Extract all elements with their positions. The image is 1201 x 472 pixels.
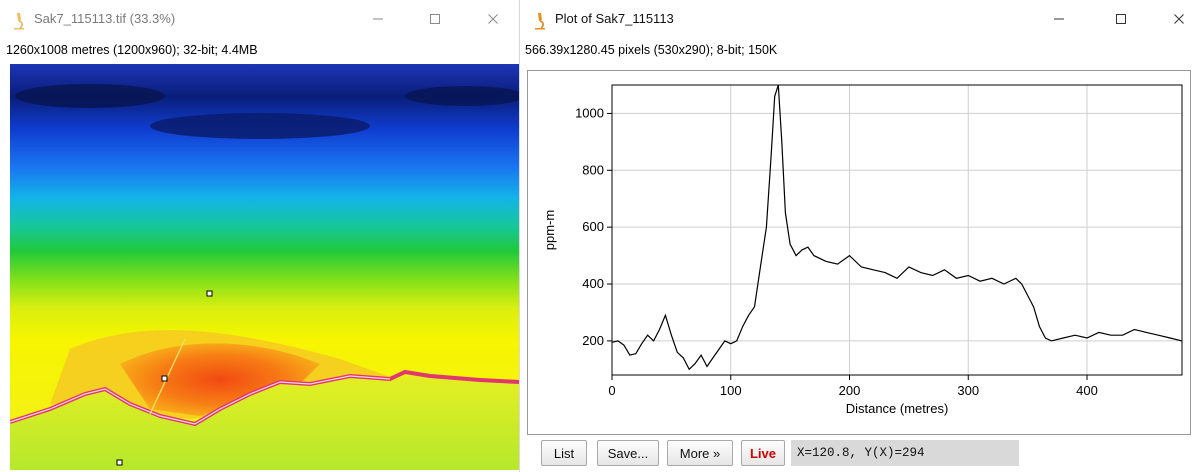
list-button[interactable]: List bbox=[541, 440, 587, 466]
plot-minimize-button[interactable] bbox=[1047, 8, 1071, 30]
line-handle[interactable] bbox=[161, 375, 168, 382]
x-tick-label: 200 bbox=[839, 383, 861, 398]
minimize-icon bbox=[373, 18, 383, 20]
profile-series-line bbox=[611, 84, 1183, 371]
maximize-icon bbox=[430, 14, 440, 24]
y-tick-label: 800 bbox=[582, 162, 604, 177]
profile-plot: 0 100 200 300 400 200 400 600 800 1000 Distance (… bbox=[542, 84, 1183, 416]
coordinate-readout: X=120.8, Y(X)=294 bbox=[791, 440, 1019, 466]
y-axis-label: ppm-m bbox=[542, 210, 557, 250]
close-icon bbox=[488, 14, 498, 24]
image-minimize-button[interactable] bbox=[366, 8, 390, 30]
plot-maximize-button[interactable] bbox=[1109, 8, 1133, 30]
minimize-icon bbox=[1054, 18, 1064, 20]
y-tick-label: 200 bbox=[582, 333, 604, 348]
x-tick-label: 0 bbox=[608, 383, 615, 398]
x-tick-label: 400 bbox=[1076, 383, 1098, 398]
x-tick-label: 300 bbox=[957, 383, 979, 398]
x-axis-label: Distance (metres) bbox=[846, 401, 949, 416]
image-window-titlebar[interactable]: Sak7_115113.tif (33.3%) bbox=[0, 0, 519, 40]
save-button[interactable]: Save... bbox=[597, 440, 659, 466]
microscope-icon bbox=[14, 13, 24, 30]
plot-close-button[interactable] bbox=[1167, 8, 1191, 30]
plot-info: 566.39x1280.45 pixels (530x290); 8-bit; … bbox=[525, 43, 778, 57]
line-handle[interactable] bbox=[206, 290, 213, 297]
plot-area[interactable]: 0 100 200 300 400 200 400 600 800 1000 Distance (… bbox=[527, 70, 1191, 435]
microscope-icon bbox=[535, 13, 545, 30]
image-close-button[interactable] bbox=[481, 8, 505, 30]
image-info: 1260x1008 metres (1200x960); 32-bit; 4.4… bbox=[6, 43, 258, 57]
y-tick-label: 600 bbox=[582, 219, 604, 234]
live-button[interactable]: Live bbox=[741, 440, 785, 466]
more-button[interactable]: More » bbox=[667, 440, 733, 466]
maximize-icon bbox=[1116, 14, 1126, 24]
y-tick-label: 400 bbox=[582, 276, 604, 291]
image-window: Sak7_115113.tif (33.3%) 1260x1008 metres… bbox=[0, 0, 520, 472]
axes-frame bbox=[611, 84, 1183, 376]
line-handle[interactable] bbox=[116, 459, 123, 466]
plot-window: Plot of Sak7_115113 566.39x1280.45 pixel… bbox=[521, 0, 1201, 472]
image-maximize-button[interactable] bbox=[423, 8, 447, 30]
image-window-title: Sak7_115113.tif (33.3%) bbox=[34, 11, 176, 26]
y-tick-label: 1000 bbox=[575, 105, 604, 120]
close-icon bbox=[1174, 14, 1184, 24]
x-tick-label: 100 bbox=[720, 383, 742, 398]
plot-window-titlebar[interactable]: Plot of Sak7_115113 bbox=[521, 0, 1201, 40]
image-canvas[interactable] bbox=[10, 64, 519, 470]
plot-window-title: Plot of Sak7_115113 bbox=[555, 11, 674, 26]
